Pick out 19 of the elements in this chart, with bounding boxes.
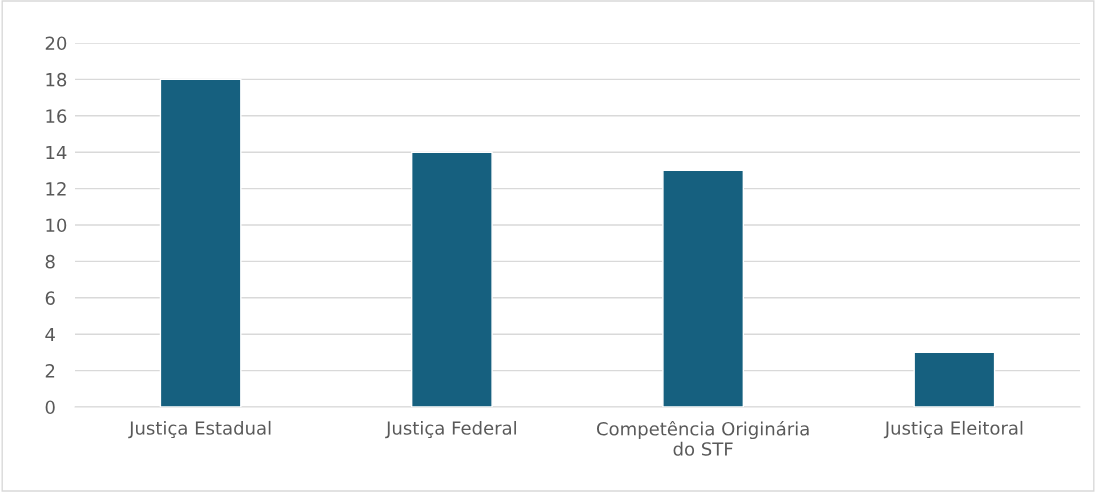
y-tick-label: 12 — [46, 182, 66, 196]
y-tick-label: 18 — [46, 72, 67, 87]
bar — [410, 151, 493, 407]
x-tick-label: Competência Originária do STF — [596, 420, 809, 456]
y-tick-label: 6 — [45, 291, 55, 305]
y-tick-label: 10 — [46, 218, 67, 233]
x-tick-label: Justiça Eleitoral — [883, 420, 1023, 439]
y-tick-label: 0 — [45, 400, 55, 415]
bar — [913, 351, 996, 407]
x-tick-label: Justiça Estadual — [128, 420, 271, 439]
y-tick-label: 4 — [45, 327, 55, 342]
y-tick-label: 20 — [45, 36, 67, 51]
y-tick-label: 8 — [45, 254, 55, 269]
bar — [159, 78, 242, 407]
y-tick-label: 2 — [45, 364, 55, 378]
y-tick-label: 14 — [46, 145, 67, 160]
y-tick-label: 16 — [46, 109, 67, 123]
bar — [662, 169, 745, 407]
x-tick-label: Justiça Federal — [385, 420, 516, 439]
